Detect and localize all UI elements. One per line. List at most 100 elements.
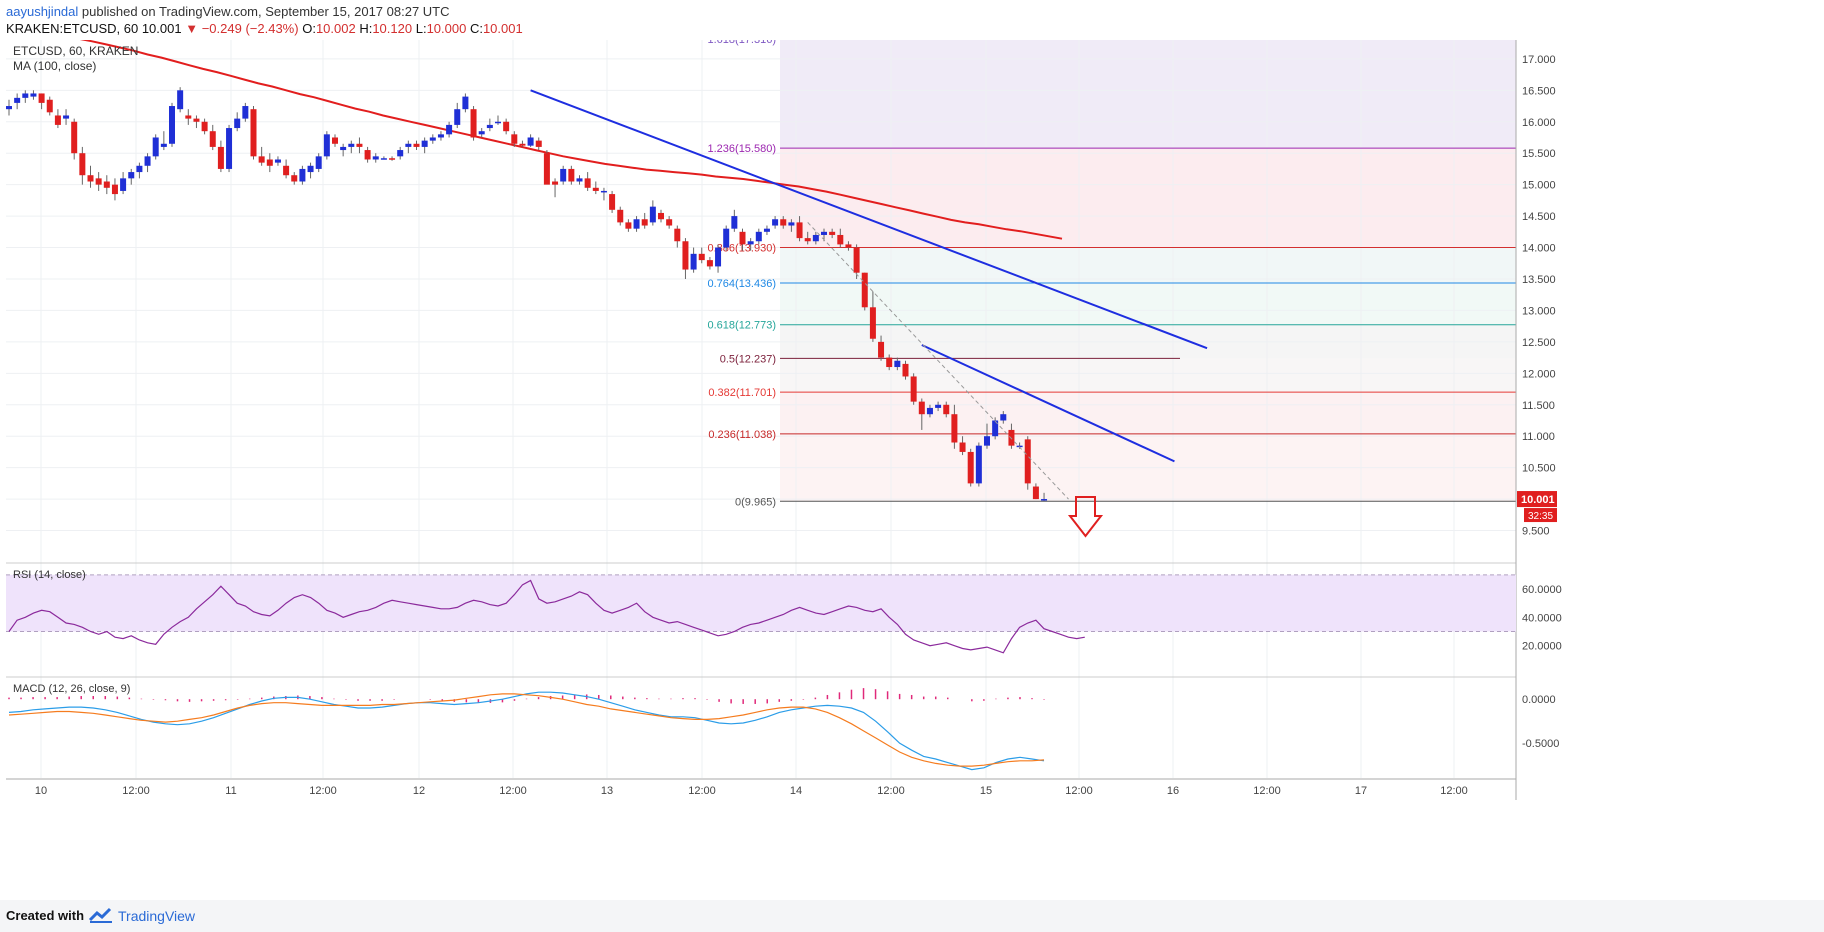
candle-body: [552, 181, 559, 185]
price-change: −0.249 (−2.43%): [201, 21, 299, 36]
candle-body: [323, 134, 330, 157]
candle: [1032, 483, 1039, 500]
candle-body: [992, 420, 999, 437]
last-price: 10.001: [141, 21, 182, 36]
ohlc-open-label: O:: [302, 21, 316, 36]
candle: [299, 165, 306, 185]
candle-body: [120, 178, 127, 191]
tradingview-brand-link[interactable]: TradingView: [118, 908, 196, 924]
candle: [739, 228, 746, 251]
candle: [812, 231, 819, 245]
candle: [804, 231, 811, 245]
rsi-tick-label: 20.0000: [1522, 641, 1562, 653]
candle: [356, 137, 363, 154]
candle-body: [258, 156, 265, 163]
candle-body: [250, 109, 257, 157]
candle: [30, 90, 37, 100]
candle: [315, 153, 322, 173]
candle-body: [242, 106, 249, 119]
candle-body: [772, 219, 779, 226]
price-tick-label: 16.000: [1522, 117, 1556, 129]
candle-body: [79, 153, 86, 176]
candle: [633, 216, 640, 232]
candle-body: [364, 150, 371, 160]
candle: [641, 212, 648, 229]
candle-body: [1008, 429, 1015, 446]
time-tick-label: 12:00: [122, 785, 150, 797]
candle: [111, 178, 118, 201]
candle: [984, 423, 990, 449]
fib-zone: [780, 247, 1516, 284]
candle: [878, 335, 885, 361]
candle: [1008, 423, 1015, 449]
rsi-tick-label: 60.0000: [1522, 584, 1562, 596]
author-link[interactable]: aayushjindal: [6, 4, 79, 19]
trendline-lower: [921, 344, 1175, 463]
rsi-band: [6, 574, 1516, 632]
candle-body: [372, 156, 379, 160]
macd-tick-label: 0.0000: [1522, 694, 1556, 706]
chart-canvas[interactable]: 1.618(17.316)1.236(15.580)0.886(13.930)0…: [0, 40, 1824, 900]
candle-body: [731, 216, 738, 229]
candle-body: [959, 442, 966, 452]
candle-body: [1016, 445, 1023, 448]
candle-body: [658, 212, 664, 220]
candle: [291, 172, 298, 185]
candle-body: [910, 376, 917, 402]
fib-level-label: 0.618(12.773): [708, 320, 777, 332]
candle: [250, 106, 257, 160]
candle: [715, 244, 722, 273]
candle-body: [201, 121, 208, 132]
price-tick-label: 14.000: [1522, 243, 1556, 255]
candle: [592, 181, 599, 195]
candle-body: [926, 407, 933, 415]
candle-body: [413, 143, 420, 147]
candle-body: [1024, 439, 1031, 484]
candle: [258, 146, 265, 166]
candle-body: [755, 231, 762, 242]
candle: [201, 118, 208, 135]
candle: [470, 106, 477, 141]
candle-body: [348, 143, 355, 147]
candle-body: [837, 234, 844, 245]
fib-zone: [780, 392, 1516, 434]
candle: [283, 159, 290, 179]
candle-body: [641, 219, 648, 226]
candle: [723, 225, 730, 251]
candle-body: [869, 307, 876, 339]
candle-body: [780, 219, 787, 226]
time-tick-label: 12: [413, 785, 425, 797]
candle-body: [128, 172, 135, 179]
candle-body: [380, 158, 387, 160]
fib-zone: [780, 283, 1516, 325]
candle-body: [894, 360, 901, 368]
candle: [478, 128, 485, 138]
price-tick-label: 16.500: [1522, 85, 1556, 97]
price-tick-label: 10.500: [1522, 463, 1556, 475]
candle-body: [527, 137, 534, 146]
candle-body: [503, 121, 510, 132]
price-tick-label: 14.500: [1522, 211, 1556, 223]
candle: [87, 165, 94, 188]
rsi-line: [8, 579, 1085, 654]
candle-body: [38, 93, 45, 103]
candle: [511, 131, 518, 147]
candle-body: [405, 143, 412, 147]
candle: [943, 401, 950, 418]
symbol-label: KRAKEN:ETCUSD, 60: [6, 21, 139, 36]
candle: [772, 216, 779, 229]
candle-body: [152, 137, 159, 157]
candle: [323, 131, 330, 160]
candle-body: [95, 178, 102, 185]
candle: [682, 238, 689, 279]
candle-body: [46, 99, 53, 113]
candle-body: [437, 134, 444, 138]
candle: [975, 442, 982, 487]
candle: [576, 175, 583, 185]
candle-body: [617, 209, 624, 223]
candle: [690, 247, 697, 273]
fib-level-label: 0.764(13.436): [708, 278, 777, 290]
candle-body: [144, 156, 151, 166]
candle: [869, 291, 876, 342]
candle: [658, 209, 664, 223]
